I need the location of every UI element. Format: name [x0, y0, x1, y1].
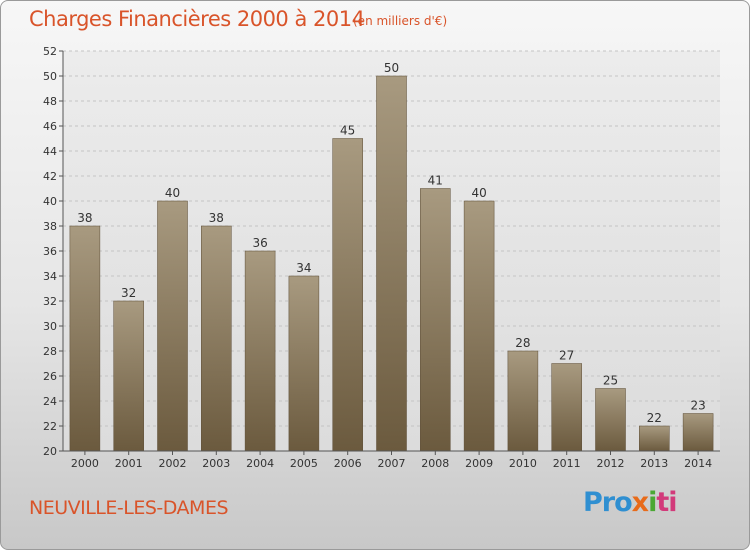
- bar: [113, 300, 144, 452]
- x-tick-label: 2007: [378, 457, 406, 470]
- data-label: 27: [559, 349, 574, 363]
- bar: [595, 388, 626, 452]
- bar: [332, 138, 363, 452]
- y-tick-label: 44: [43, 145, 57, 158]
- logo-part: ti: [656, 487, 677, 518]
- bar: [157, 200, 188, 452]
- data-label: 22: [647, 411, 662, 425]
- x-tick-label: 2011: [553, 457, 581, 470]
- x-tick-label: 2001: [115, 457, 143, 470]
- y-axis-ticks: 20 22 24 26 28 30 32 34 36 38 40 42 44 46 48 50 52: [43, 45, 63, 458]
- y-tick-label: 20: [43, 445, 57, 458]
- data-label: 34: [296, 261, 311, 275]
- bar: [244, 250, 276, 452]
- x-tick-label: 2014: [684, 457, 712, 470]
- y-tick-label: 32: [43, 295, 57, 308]
- y-tick-label: 24: [43, 395, 57, 408]
- bar: [639, 425, 670, 452]
- y-tick-label: 40: [43, 195, 57, 208]
- data-label: 23: [690, 399, 705, 413]
- data-label: 28: [515, 336, 530, 350]
- data-label: 25: [603, 374, 618, 388]
- y-tick-label: 42: [43, 170, 57, 183]
- data-label: 41: [428, 174, 443, 188]
- x-tick-label: 2008: [421, 457, 449, 470]
- logo-part: x: [631, 487, 649, 518]
- data-label: 40: [165, 186, 180, 200]
- y-tick-label: 22: [43, 420, 57, 433]
- x-tick-label: 2009: [465, 457, 493, 470]
- chart-title: Charges Financières 2000 à 2014: [29, 7, 365, 31]
- x-axis-ticks: 2000 2001 2002 2003 2004 2005 2006 2007 2008 2009…: [71, 451, 712, 470]
- data-label: 40: [471, 186, 486, 200]
- bars: [69, 75, 714, 452]
- x-tick-label: 2010: [509, 457, 537, 470]
- data-label: 38: [209, 211, 224, 225]
- y-tick-label: 28: [43, 345, 57, 358]
- chart-subtitle: (en milliers d'€): [353, 14, 448, 28]
- x-tick-label: 2005: [290, 457, 318, 470]
- y-tick-label: 50: [43, 70, 57, 83]
- y-tick-label: 34: [43, 270, 57, 283]
- bar: [376, 75, 407, 452]
- proxiti-logo[interactable]: Proxiti: [583, 487, 678, 518]
- data-label: 38: [77, 211, 92, 225]
- commune-name: NEUVILLE-LES-DAMES: [29, 497, 229, 519]
- y-tick-label: 30: [43, 320, 57, 333]
- bar: [463, 200, 495, 452]
- bar: [288, 275, 320, 452]
- bar: [201, 225, 232, 452]
- x-tick-label: 2006: [334, 457, 362, 470]
- y-tick-label: 52: [43, 45, 57, 58]
- data-labels: 38 32 40 38 36 34 45 50 41 40 28 27 25 22 23: [77, 61, 705, 425]
- logo-part: Pro: [583, 487, 633, 518]
- x-tick-label: 2002: [159, 457, 187, 470]
- y-tick-label: 48: [43, 95, 57, 108]
- data-label: 50: [384, 61, 399, 75]
- x-tick-label: 2012: [597, 457, 625, 470]
- bar: [420, 188, 451, 452]
- bar: [69, 225, 101, 452]
- y-tick-label: 38: [43, 220, 57, 233]
- data-label: 36: [252, 236, 267, 250]
- bar: [551, 363, 582, 452]
- y-tick-label: 26: [43, 370, 57, 383]
- x-tick-label: 2000: [71, 457, 99, 470]
- data-label: 32: [121, 286, 136, 300]
- y-tick-label: 36: [43, 245, 57, 258]
- data-label: 45: [340, 124, 355, 138]
- bar: [682, 413, 714, 452]
- x-tick-label: 2013: [640, 457, 668, 470]
- x-tick-label: 2003: [202, 457, 230, 470]
- y-tick-label: 46: [43, 120, 57, 133]
- logo-part: i: [648, 487, 657, 518]
- bar: [507, 350, 539, 452]
- x-tick-label: 2004: [246, 457, 274, 470]
